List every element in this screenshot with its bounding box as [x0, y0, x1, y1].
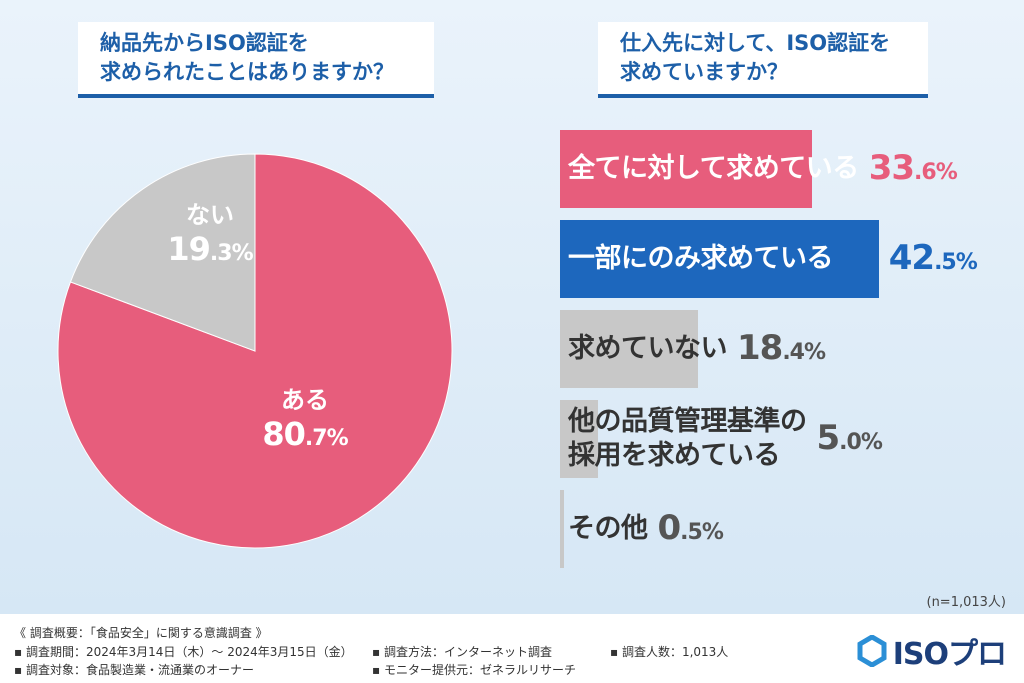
pie-slice-0 — [57, 153, 453, 549]
pie-slice-value: 80.7% — [250, 415, 360, 453]
pie-slice-1 — [69, 153, 256, 352]
pie-slice-value-int: 80 — [262, 415, 306, 453]
bar-value-label: 5.0% — [816, 418, 883, 458]
bar-value-label: 42.5% — [888, 238, 978, 278]
sample-size: (n=1,013人) — [926, 595, 1007, 610]
survey-footer: 《 調査概要：「食品安全」に関する意識調査 》 ▪ 調査期間：2024年3月14… — [0, 614, 1024, 683]
pie-slice-value-dec: .7% — [304, 426, 349, 451]
survey-period: ▪ 調査期間：2024年3月14日（木）〜 2024年3月15日（金） — [14, 645, 353, 659]
bar-2 — [560, 310, 698, 388]
pie-slice-value: 19.3% — [160, 230, 260, 268]
brand-logo-text: ISOプロ — [892, 637, 1007, 672]
bar-1 — [560, 220, 879, 298]
bar-value-label: 18.4% — [737, 328, 826, 368]
bar-category-label: その他 — [568, 513, 648, 544]
bar-category-label: 他の品質管理基準の 採用を求めている — [568, 406, 807, 471]
bar-category-label: 全てに対して求めている — [568, 153, 859, 184]
bar-4 — [560, 490, 564, 568]
survey-overview: 《 調査概要：「食品安全」に関する意識調査 》 — [14, 626, 268, 640]
hexagon-logo-icon — [857, 635, 887, 667]
pie-slice-value-int: 19 — [167, 230, 211, 268]
survey-target: ▪ 調査対象：食品製造業・流通業のオーナー — [14, 663, 254, 677]
bar-question-text: 仕入先に対して、ISO認証を 求めていますか？ — [620, 31, 891, 84]
pie-slice-label: ない — [186, 201, 234, 229]
survey-provider: ▪ モニター提供元：ゼネラルリサーチ — [372, 663, 576, 677]
bar-category-label: 一部にのみ求めている — [568, 243, 834, 274]
bar-value-label: 33.6% — [868, 148, 958, 188]
bar-category-label: 求めていない — [568, 333, 728, 364]
bar-question-title: 仕入先に対して、ISO認証を 求めていますか？ — [598, 22, 928, 98]
bar-3 — [560, 400, 598, 478]
brand-logo: ISOプロ — [857, 629, 1007, 673]
pie-chart — [57, 153, 453, 549]
pie-label-yes: ある 80.7% — [250, 380, 360, 453]
pie-question-title: 納品先からISO認証を 求められたことはありますか？ — [78, 22, 434, 98]
pie-slice-label: ある — [281, 386, 329, 414]
pie-question-text: 納品先からISO認証を 求められたことはありますか？ — [100, 31, 394, 84]
survey-method: ▪ 調査方法：インターネット調査 — [372, 645, 552, 659]
survey-count: ▪ 調査人数：1,013人 — [610, 645, 729, 659]
bar-value-label: 0.5% — [657, 508, 724, 548]
pie-label-no: ない 19.3% — [160, 195, 260, 268]
bar-0 — [560, 130, 812, 208]
pie-slice-value-dec: .3% — [209, 241, 254, 266]
